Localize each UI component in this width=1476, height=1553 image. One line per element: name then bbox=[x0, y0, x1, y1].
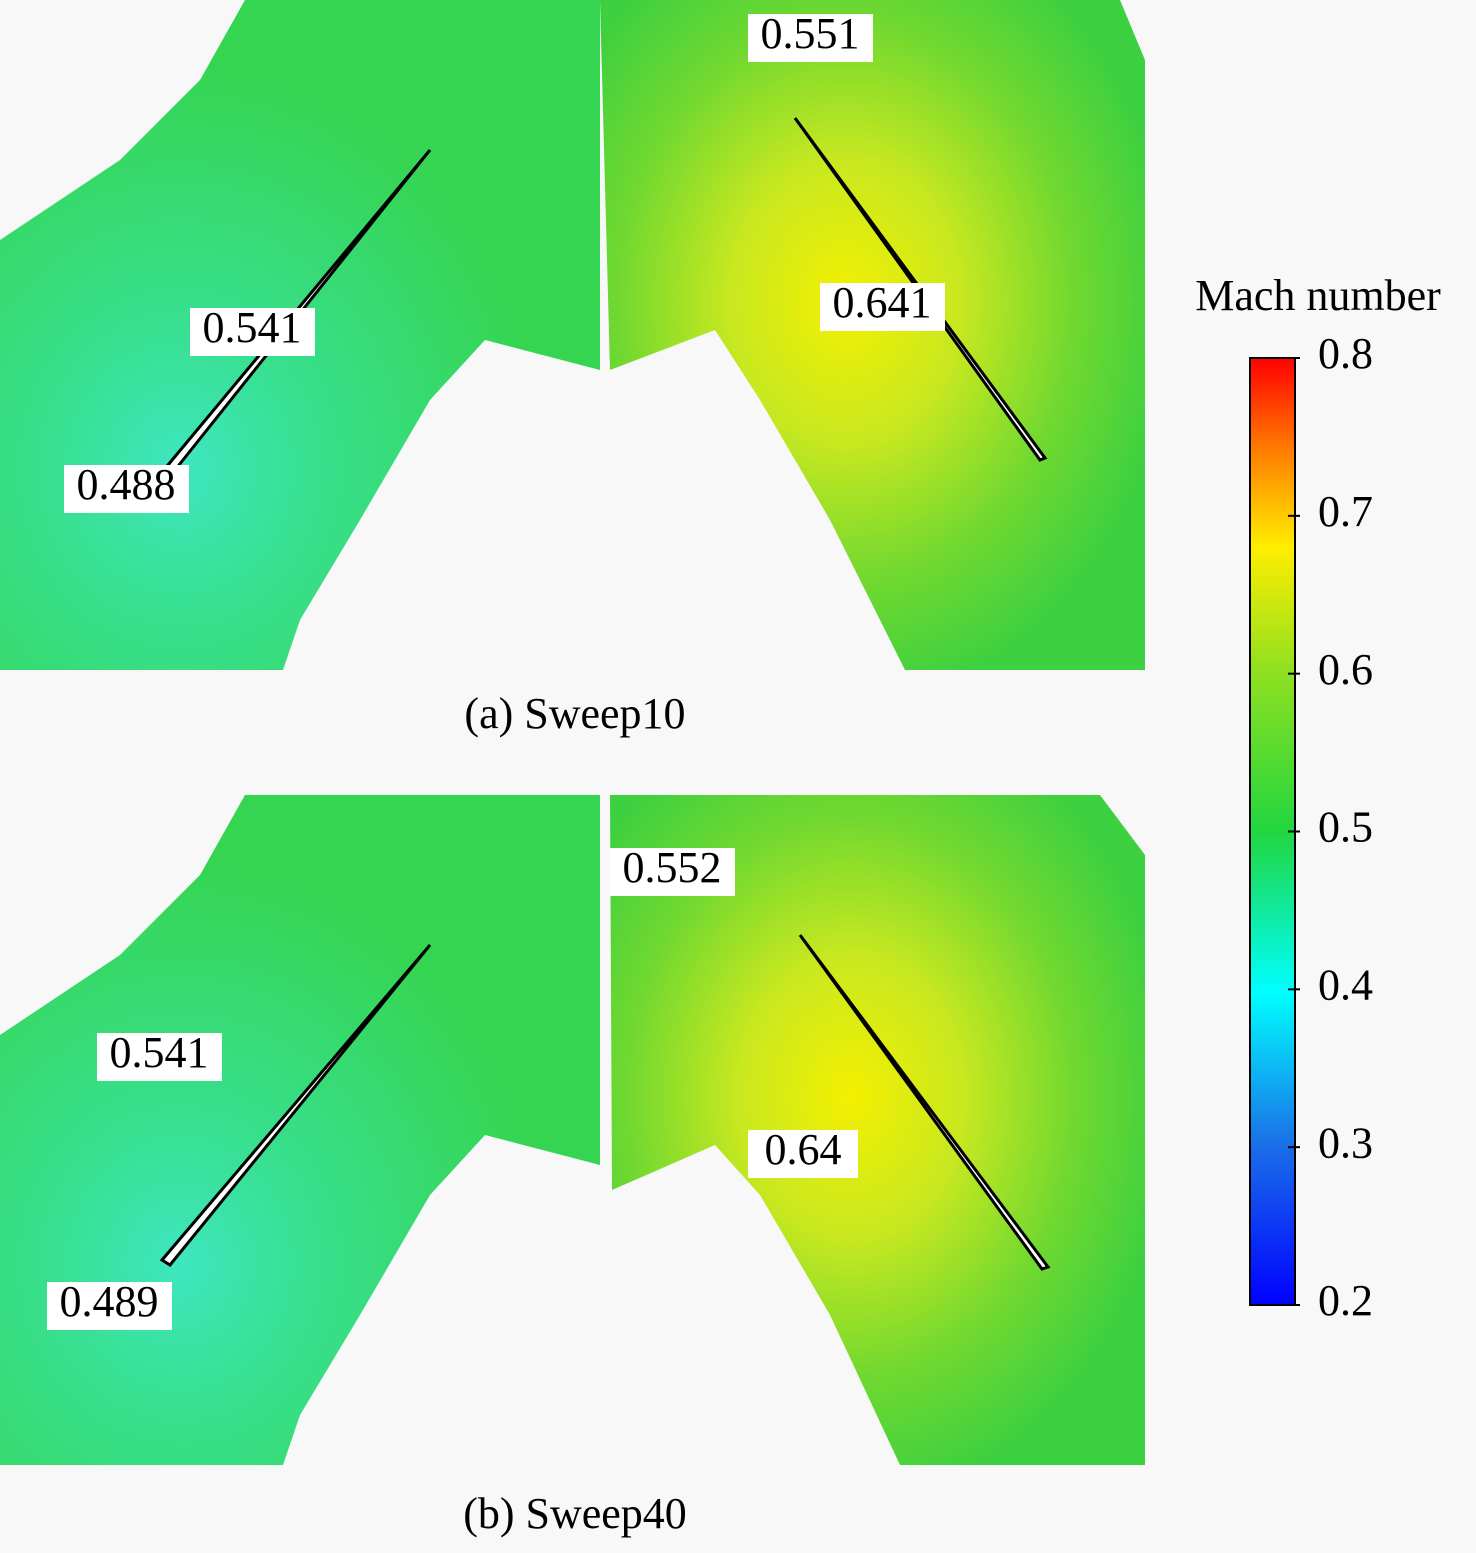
tick-label: 0.5 bbox=[1318, 803, 1373, 852]
annotation: 0.541 bbox=[203, 303, 302, 352]
colorbar-title: Mach number bbox=[1195, 271, 1441, 320]
annotation: 0.541 bbox=[110, 1028, 209, 1077]
annotation: 0.551 bbox=[761, 9, 860, 58]
blade bbox=[798, 934, 1051, 1271]
caption: (a) Sweep10 bbox=[464, 689, 685, 738]
tick-label: 0.4 bbox=[1318, 960, 1373, 1009]
panel-a: 0.551 0.541 0.641 0.488 (a) Sweep10 bbox=[0, 0, 1145, 738]
tick-label: 0.3 bbox=[1318, 1118, 1373, 1167]
annotation: 0.489 bbox=[60, 1277, 159, 1326]
annotation: 0.64 bbox=[765, 1125, 842, 1174]
tick-label: 0.8 bbox=[1318, 329, 1373, 378]
tick-label: 0.7 bbox=[1318, 487, 1373, 536]
annotation: 0.552 bbox=[623, 843, 722, 892]
panel-b: 0.552 0.541 0.64 0.489 (b) Sweep40 bbox=[0, 795, 1145, 1538]
field-left bbox=[0, 795, 600, 1465]
colorbar: Mach number 0.2 0.3 0.4 0.5 0.6 0.7 0.8 bbox=[1195, 271, 1441, 1325]
colorbar-scale bbox=[1249, 357, 1296, 1306]
tick-label: 0.2 bbox=[1318, 1276, 1373, 1325]
annotation: 0.641 bbox=[833, 278, 932, 327]
field-right bbox=[600, 0, 1145, 670]
field-right bbox=[610, 795, 1145, 1465]
blade bbox=[159, 944, 432, 1267]
tick-label: 0.6 bbox=[1318, 645, 1373, 694]
annotation: 0.488 bbox=[77, 460, 176, 509]
caption: (b) Sweep40 bbox=[463, 1489, 687, 1538]
